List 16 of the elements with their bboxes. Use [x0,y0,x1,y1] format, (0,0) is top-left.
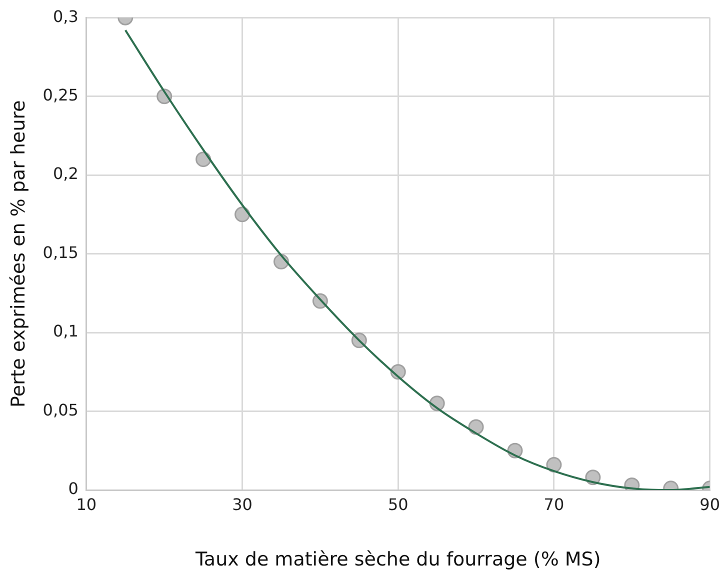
y-tick-label: 0,2 [52,164,78,184]
y-axis-title: Perte exprimées en % par heure [7,100,30,408]
line-series [124,29,710,490]
x-tick-label: 10 [76,494,97,514]
x-tick-label: 30 [232,494,252,514]
y-tick-label: 0,25 [42,85,78,104]
y-tick-label: 0,3 [52,6,78,26]
y-tick-label: 0,15 [42,242,78,262]
x-tick-label: 70 [544,494,564,514]
point [546,457,562,473]
x-tick-label: 90 [700,494,720,514]
y-tick-label: 0,1 [52,322,78,341]
y-tick-label: 0,05 [42,400,78,420]
y-tick-label: 0 [68,479,78,498]
x-tick-label: 50 [388,494,408,514]
x-axis-title: Taux de matière sèche du fourrage (% MS) [194,548,601,571]
